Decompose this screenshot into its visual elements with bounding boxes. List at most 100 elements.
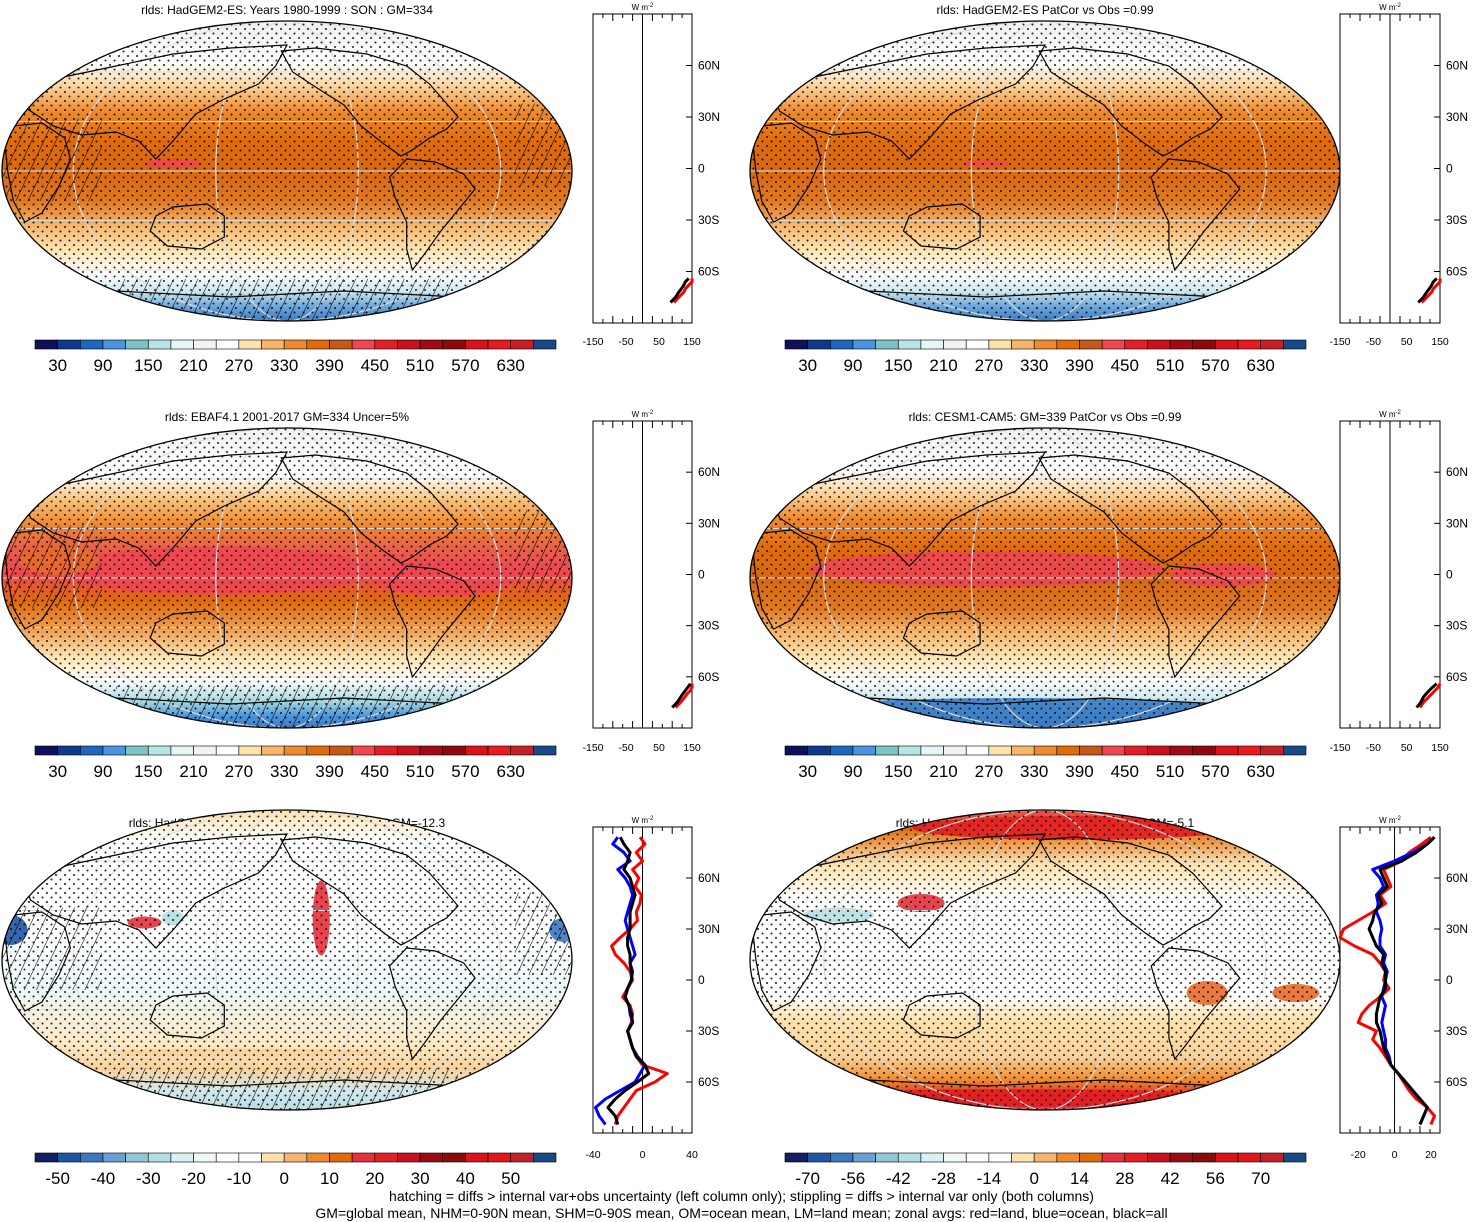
colorbar-swatch xyxy=(875,745,899,756)
colorbar-swatch xyxy=(510,339,534,350)
zonal-line-all xyxy=(669,277,690,304)
colorbar-swatch xyxy=(125,745,149,756)
colorbar-tick-label: 330 xyxy=(270,762,298,781)
colorbar-tick-label: -28 xyxy=(931,1169,956,1188)
colorbar-swatch xyxy=(306,1152,330,1163)
colorbar-swatch xyxy=(784,745,808,756)
colorbar-swatch xyxy=(283,745,308,756)
map-border xyxy=(1,809,573,1111)
colorbar-tick-label: 270 xyxy=(975,356,1003,375)
colorbar-swatch xyxy=(283,1152,308,1163)
panel-1: rlds: HadGEM2-ES: Years 1980-1999 : SON … xyxy=(1,3,720,375)
colorbar-swatch xyxy=(442,745,466,756)
colorbar-tick-label: 0 xyxy=(1029,1169,1038,1188)
colorbar-swatch xyxy=(487,339,511,350)
colorbar-swatch xyxy=(215,1152,240,1163)
colorbar-tick-label: -50 xyxy=(45,1169,70,1188)
panel-6: rlds: HadGEM2-ES: Change vs CESM1-CAM5 G… xyxy=(749,809,1468,1188)
colorbar-swatch xyxy=(830,745,854,756)
colorbar-swatch xyxy=(193,745,217,756)
zonal-lat-label: 60S xyxy=(1446,1075,1467,1089)
colorbar-swatch xyxy=(965,1152,990,1163)
colorbar-tick-label: 450 xyxy=(361,356,389,375)
colorbar-swatch xyxy=(1079,339,1103,350)
colorbar-swatch xyxy=(807,339,831,350)
zonal-unit-superscript: -2 xyxy=(1396,816,1402,822)
zonal-lat-label: 30N xyxy=(1446,922,1468,936)
colorbar-tick-label: 50 xyxy=(501,1169,520,1188)
zonal-lat-label: 0 xyxy=(1446,568,1453,582)
colorbar-swatch xyxy=(57,1152,81,1163)
colorbar-swatch xyxy=(306,339,330,350)
colorbar-tick-label: 510 xyxy=(1156,762,1184,781)
colorbar-tick-label: -42 xyxy=(886,1169,911,1188)
colorbar-swatch xyxy=(1237,1152,1261,1163)
zonal-lat-label: 30N xyxy=(698,922,720,936)
colorbar-swatch xyxy=(1260,745,1284,756)
colorbar-tick-label: 90 xyxy=(93,356,112,375)
colorbar-tick-label: 20 xyxy=(365,1169,384,1188)
colorbar-swatch xyxy=(1101,339,1126,350)
colorbar-tick-label: 0 xyxy=(279,1169,288,1188)
zonal-line-land xyxy=(1418,683,1442,709)
zonal-lat-label: 30N xyxy=(1446,110,1468,124)
colorbar-swatch xyxy=(80,339,104,350)
colorbar-swatch xyxy=(419,1152,444,1163)
hatching xyxy=(515,892,572,975)
colorbar-swatch xyxy=(351,745,376,756)
zonal-x-tick-label: -50 xyxy=(1366,336,1381,348)
zonal-lat-label: 60S xyxy=(1446,265,1467,279)
colorbar-tick-label: 630 xyxy=(497,762,525,781)
colorbar-tick-label: 270 xyxy=(225,356,253,375)
zonal-mean-plot: W m-2 -150 -50 50 150 60N 30N 0 30S 60S xyxy=(1329,3,1468,348)
zonal-x-tick-label: -150 xyxy=(582,336,603,348)
colorbar-tick-label: 40 xyxy=(456,1169,475,1188)
map-border xyxy=(1,427,573,729)
colorbar-tick-label: 90 xyxy=(843,356,862,375)
zonal-unit-label: W m-2 xyxy=(632,410,654,419)
hatching xyxy=(515,510,572,593)
colorbar-swatch xyxy=(1147,1152,1171,1163)
zonal-lat-label: 30S xyxy=(698,213,719,227)
colorbar-swatch xyxy=(1192,745,1216,756)
zonal-x-tick-label: -150 xyxy=(1329,336,1350,348)
stippling xyxy=(750,810,1340,1110)
zonal-lat-label: 30S xyxy=(698,1024,719,1038)
colorbar-swatch xyxy=(1237,745,1261,756)
zonal-line-all xyxy=(606,836,651,1125)
colorbar-tick-label: -30 xyxy=(136,1169,161,1188)
zonal-lat-label: 60S xyxy=(698,670,719,684)
colorbar-swatch xyxy=(1147,745,1171,756)
colorbar-swatch xyxy=(1011,745,1035,756)
colorbar-swatch xyxy=(1056,1152,1080,1163)
colorbar-swatch xyxy=(988,745,1012,756)
zonal-lat-label: 0 xyxy=(1446,162,1453,176)
zonal-unit-superscript: -2 xyxy=(1396,3,1402,9)
colorbar-swatch xyxy=(1101,745,1126,756)
colorbar-swatch xyxy=(920,745,944,756)
colorbar-swatch xyxy=(374,339,398,350)
colorbar-swatch xyxy=(487,745,511,756)
colorbar-tick-label: 570 xyxy=(1201,356,1229,375)
zonal-line-land xyxy=(1420,278,1442,304)
colorbar-tick-label: 510 xyxy=(406,356,434,375)
zonal-line-all xyxy=(1415,682,1438,709)
colorbar-swatch xyxy=(80,745,104,756)
zonal-lat-label: 60N xyxy=(698,465,720,479)
colorbar-tick-label: 150 xyxy=(134,762,162,781)
colorbar-swatch xyxy=(784,1152,808,1163)
zonal-lat-label: 60S xyxy=(698,1075,719,1089)
colorbar-swatch xyxy=(533,339,557,350)
colorbar-swatch xyxy=(170,1152,194,1163)
zonal-lat-label: 30S xyxy=(698,619,719,633)
colorbar-tick-label: 330 xyxy=(270,356,298,375)
panel-title: rlds: HadGEM2-ES PatCor vs Obs =0.99 xyxy=(936,3,1153,17)
zonal-x-tick-label: -50 xyxy=(618,742,633,754)
colorbar-tick-label: 510 xyxy=(406,762,434,781)
colorbar-swatch xyxy=(306,745,330,756)
colorbar-swatch xyxy=(1215,339,1239,350)
zonal-mean-plot: W m-2 -20 0 20 60N 30N 0 30S 60S xyxy=(1338,816,1468,1161)
zonal-line-all xyxy=(1417,277,1438,304)
hatching xyxy=(2,907,102,990)
